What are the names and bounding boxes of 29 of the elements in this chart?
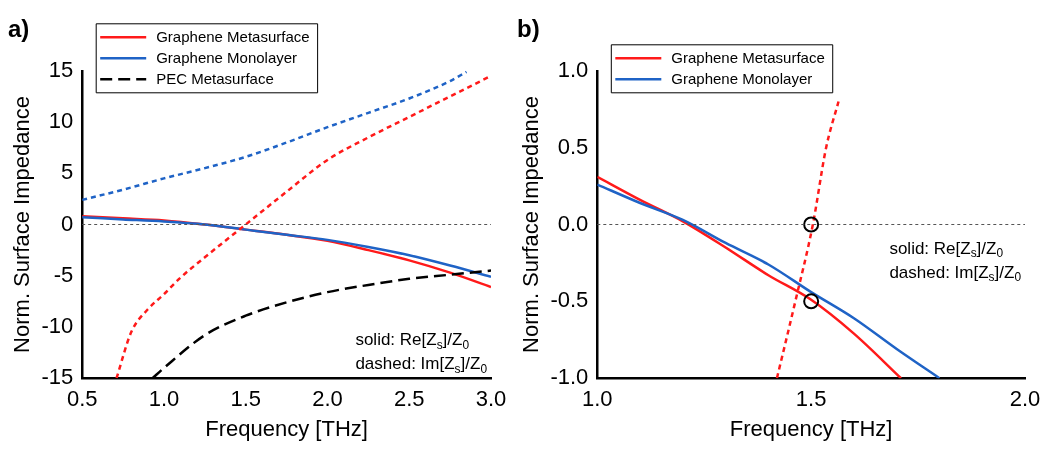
y-tick-label: 0.5 [557, 133, 589, 159]
x-tick-label: 3.0 [475, 386, 507, 412]
y-tick-label: -5 [53, 261, 74, 287]
y-axis-title: Norm. Surface Impedance [9, 96, 35, 353]
legend-label: Graphene Metasurface [671, 49, 825, 67]
x-axis-title: Frequency [THz] [205, 415, 368, 441]
y-tick-label: 0.0 [557, 210, 589, 236]
y-tick-label: -0.5 [550, 287, 589, 313]
y-tick-label: 0 [60, 210, 74, 236]
x-tick-label: 1.5 [795, 386, 827, 412]
x-tick-label: 2.5 [393, 386, 425, 412]
legend-label: PEC Metasurface [156, 70, 274, 88]
y-tick-label: 15 [48, 56, 74, 82]
legend-label: Graphene Monolayer [156, 49, 298, 67]
x-tick-label: 2.0 [1009, 386, 1041, 412]
y-tick-label: -10 [41, 313, 74, 339]
x-tick-label: 1.5 [230, 386, 262, 412]
y-axis-title: Norm. Surface Impedance [518, 96, 544, 353]
legend-label: Graphene Metasurface [156, 28, 310, 46]
x-tick-label: 2.0 [312, 386, 343, 412]
x-axis-title: Frequency [THz] [729, 415, 893, 441]
y-tick-label: 10 [48, 108, 74, 134]
y-tick-label: 5 [60, 159, 74, 185]
legend-label: Graphene Monolayer [671, 70, 813, 88]
y-tick-label: 1.0 [557, 56, 589, 82]
chart-title: b) [517, 15, 540, 43]
y-tick-label: -15 [41, 364, 74, 390]
chart-title: a) [8, 15, 30, 43]
x-tick-label: 1.0 [148, 386, 180, 412]
